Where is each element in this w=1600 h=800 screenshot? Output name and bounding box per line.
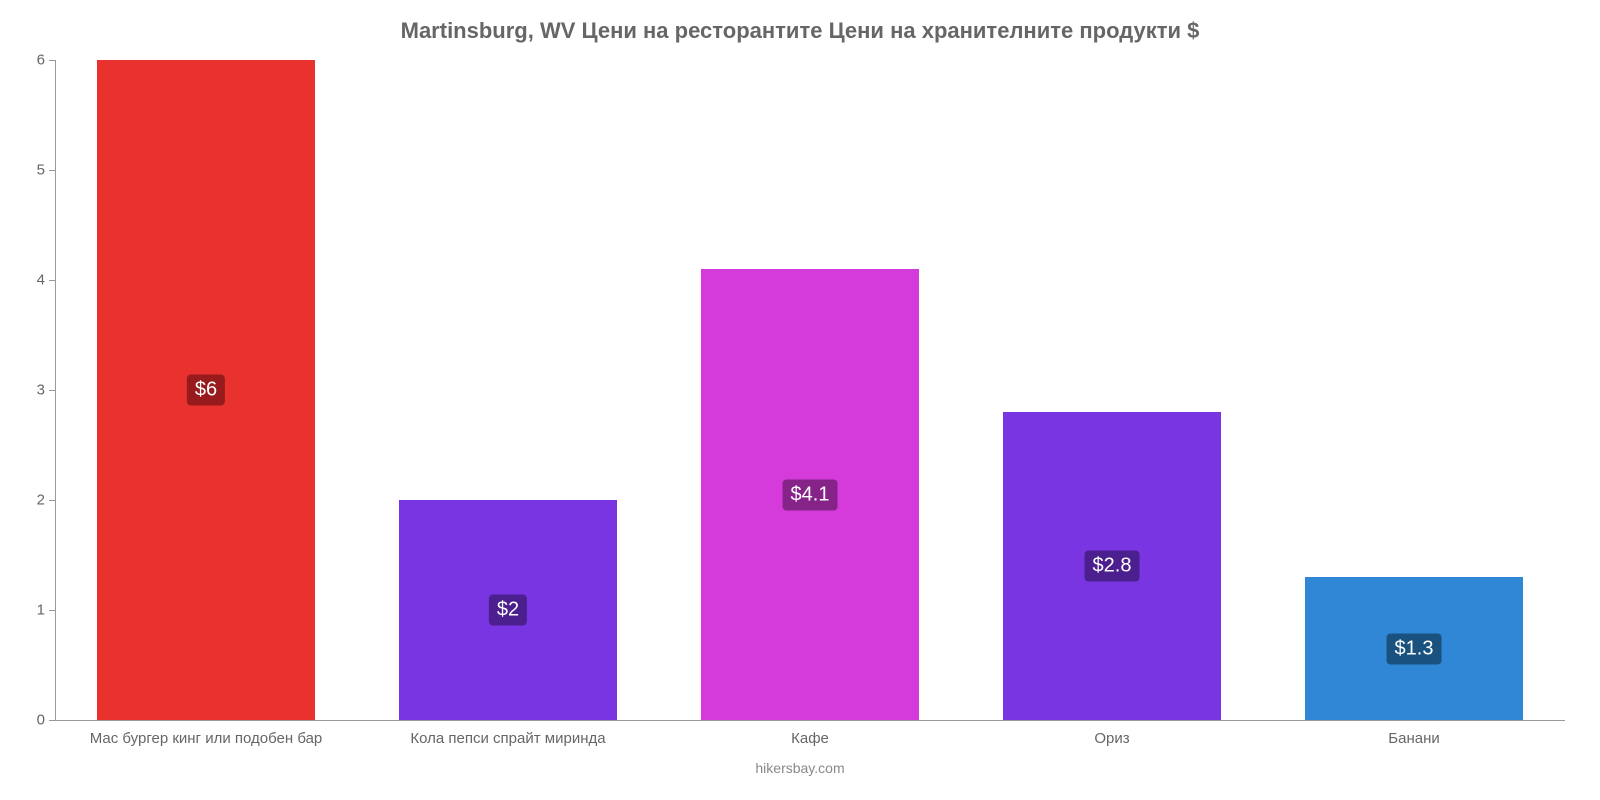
y-tick-label: 0 [15,712,45,729]
category-label: Кола пепси спрайт миринда [410,730,605,747]
y-tick [49,280,55,281]
x-axis [55,720,1565,721]
y-axis [55,60,56,720]
y-tick [49,60,55,61]
bar-value-label: $6 [187,375,225,406]
chart-credit: hikersbay.com [755,760,844,776]
category-label: Мас бургер кинг или подобен бар [90,730,323,747]
y-tick-label: 3 [15,382,45,399]
y-tick-label: 4 [15,272,45,289]
category-label: Ориз [1094,730,1129,747]
bar-value-label: $2 [489,595,527,626]
bar-value-label: $1.3 [1387,633,1442,664]
y-tick-label: 6 [15,52,45,69]
y-tick [49,610,55,611]
category-label: Банани [1388,730,1439,747]
y-tick [49,170,55,171]
bar-value-label: $2.8 [1085,551,1140,582]
y-tick-label: 2 [15,492,45,509]
y-tick-label: 1 [15,602,45,619]
y-tick [49,500,55,501]
chart-title: Martinsburg, WV Цени на ресторантите Цен… [0,0,1600,44]
plot-area: 0123456$6Мас бургер кинг или подобен бар… [55,60,1565,720]
y-tick [49,720,55,721]
category-label: Кафе [791,730,829,747]
y-tick [49,390,55,391]
price-bar-chart: Martinsburg, WV Цени на ресторантите Цен… [0,0,1600,800]
bar-value-label: $4.1 [783,479,838,510]
y-tick-label: 5 [15,162,45,179]
